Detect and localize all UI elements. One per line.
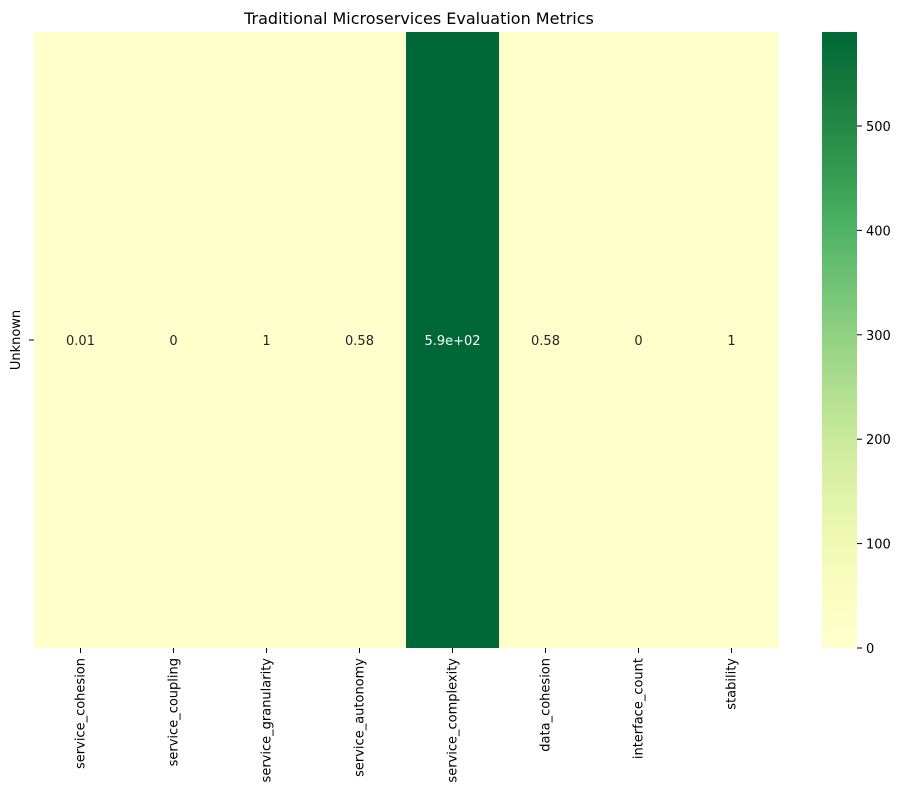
colorbar-tick-label: 300 [866,329,891,344]
cell-annotation: 0.01 [66,334,95,349]
x-tick-label: service_granularity [260,658,275,783]
x-tick-label: service_cohesion [74,658,89,769]
x-tick-label: data_cohesion [539,658,554,752]
x-axis: service_cohesion service_coupling service_… [74,648,740,783]
cell-annotation: 1 [262,334,270,349]
colorbar-tick-label: 500 [866,120,891,135]
x-tick-label: interface_count [632,658,647,759]
heatmap-cell [685,32,779,648]
x-tick-label: service_complexity [446,658,461,783]
colorbar-tick-label: 100 [866,538,891,553]
x-tick-label: stability [725,658,740,710]
y-tick-label: Unknown [9,310,24,370]
cell-annotation: 1 [727,334,735,349]
colorbar: 0 100 200 300 400 500 [822,32,891,657]
heatmap-cells [34,32,779,648]
cell-annotation: 0 [169,334,177,349]
heatmap-cell [499,32,593,648]
x-tick-label: service_coupling [167,658,182,766]
y-axis: Unknown [9,310,34,370]
heatmap-cell [313,32,407,648]
chart-title: Traditional Microservices Evaluation Met… [243,9,594,28]
heatmap-cell [220,32,314,648]
cell-annotation: 0 [634,334,642,349]
x-tick-label: service_autonomy [353,658,368,777]
colorbar-tick-label: 200 [866,433,891,448]
cell-annotations: 0.01 0 1 0.58 5.9e+02 0.58 0 1 [66,334,736,349]
cell-annotation: 5.9e+02 [424,334,480,349]
colorbar-tick-label: 0 [866,642,874,657]
cell-annotation: 0.58 [345,334,374,349]
colorbar-tick-label: 400 [866,224,891,239]
heatmap-cell [127,32,221,648]
heatmap-cell [406,32,500,648]
heatmap-cell [34,32,128,648]
heatmap-cell [592,32,686,648]
colorbar-gradient [822,32,857,648]
cell-annotation: 0.58 [531,334,560,349]
